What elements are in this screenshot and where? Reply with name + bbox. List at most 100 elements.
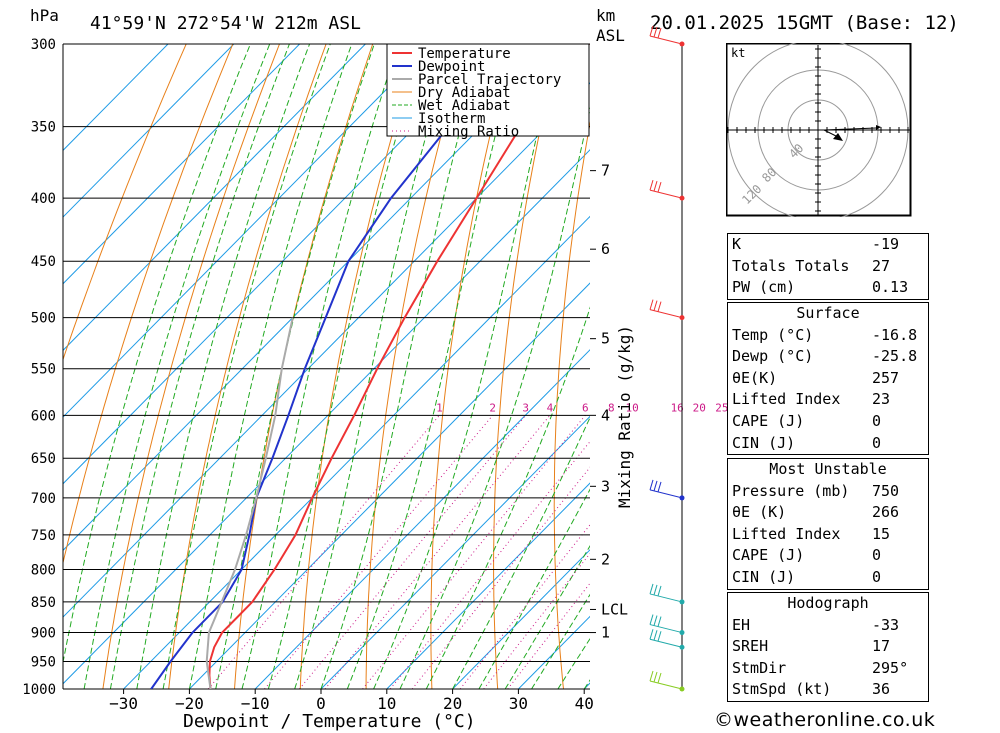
km-tick-label: 5 (601, 330, 610, 348)
mixing-ratio-label: 16 (671, 401, 684, 414)
footer-credit[interactable]: ©weatheronline.co.uk (714, 709, 936, 731)
hodograph-end-marker (876, 125, 881, 130)
mixing-ratio-label: 2 (489, 401, 496, 414)
wind-barb-shaft (649, 489, 683, 499)
pressure-tick-label: 550 (31, 362, 56, 378)
most-unstable-panel: Most Unstable Pressure (mb) 750 θE (K) 266… (727, 458, 929, 590)
wind-barb-flag (653, 180, 658, 192)
wind-barb-shaft (649, 680, 683, 690)
wind-barb-shaft (649, 624, 683, 634)
pressure-tick-label: 600 (31, 408, 56, 424)
pressure-tick-label: 650 (31, 451, 56, 467)
isotherm-line (63, 44, 235, 218)
isotherm-line (63, 44, 366, 352)
dry-adiabat-line (168, 44, 327, 689)
pressure-tick-label: 850 (31, 595, 56, 611)
dry-adiabat-line (670, 44, 699, 689)
km-tick-label: 4 (601, 406, 610, 424)
mixing-ratio-label: 20 (693, 401, 706, 414)
series-dewpoint (150, 44, 518, 689)
wind-barb-flag (649, 25, 654, 37)
wind-barb-flag (653, 630, 658, 641)
legend-label-wet-adiabat: Wet Adiabat (418, 98, 511, 114)
wind-barb-flag (657, 27, 662, 39)
isotherm-line (63, 44, 432, 418)
mixing-ratio-line (459, 524, 590, 689)
wet-adiabat-line (346, 44, 520, 689)
mixing-ratio-label: 3 (522, 401, 529, 414)
surface-panel: Surface Temp (°C) -16.8 Dewp (°C) -25.8 θE… (727, 302, 929, 456)
wind-barb-flag (649, 299, 654, 310)
surface-row: CIN (J) 0 (732, 433, 882, 452)
index-row-totals: Totals Totals 27 (732, 256, 891, 275)
isobar-lines (62, 43, 590, 690)
mixing-ratio-label: 8 (608, 401, 615, 414)
isotherm-line (63, 44, 169, 152)
pressure-tick-label: 900 (31, 626, 56, 642)
mixing-ratio-label: 1 (436, 401, 443, 414)
isotherm-line (63, 44, 300, 285)
wind-barb-flag (653, 615, 658, 626)
km-tick-label: 3 (601, 477, 610, 495)
hodograph-stats-title: Hodograph (787, 594, 869, 612)
surface-row: Temp (°C) -16.8 (732, 325, 918, 344)
isotherm-line (63, 44, 564, 552)
asl-label: ASL (596, 26, 625, 45)
pressure-tick-label: 700 (31, 491, 56, 507)
x-tick-label: −10 (241, 694, 270, 713)
dry-adiabat-line (63, 44, 187, 362)
wind-barb-shaft (649, 593, 683, 603)
legend-label-dewpoint: Dewpoint (418, 59, 485, 75)
surface-row: CAPE (J) 0 (732, 411, 882, 430)
wet-adiabat-line (109, 44, 290, 689)
wind-barb-flag (657, 585, 662, 597)
wind-barb-flag (653, 26, 658, 38)
surface-row: Lifted Index 23 (732, 390, 891, 409)
storm-motion-marker (833, 133, 843, 141)
dry-adiabat-line (979, 44, 1000, 689)
km-tick-label: 7 (601, 162, 610, 180)
series-parcel-trajectory (205, 317, 294, 689)
legend-label-temperature: Temperature (418, 46, 511, 62)
wind-barb-flag (649, 670, 654, 682)
mixing-ratio-label: 4 (547, 401, 554, 414)
wind-barb-flag (657, 181, 662, 193)
x-tick-label: 0 (316, 694, 326, 713)
km-tick-label: 6 (601, 240, 610, 258)
wind-barb-shaft (649, 35, 683, 45)
series-lines (150, 44, 590, 689)
wet-adiabat-line (504, 545, 590, 689)
km-tick-label: LCL (601, 600, 628, 618)
isotherm-line (254, 349, 590, 689)
hodograph-stats-panel: Hodograph EH -33 SREH 17 StmDir 295° StmSpd… (727, 592, 929, 702)
wind-barb-shaft (649, 309, 683, 319)
mixing-ratio-label: 6 (582, 401, 589, 414)
legend: Temperature Dewpoint Parcel Trajectory D… (386, 43, 590, 140)
km-label: km (596, 6, 615, 25)
isotherm-line (63, 44, 498, 485)
x-tick-label: −20 (175, 694, 204, 713)
wet-adiabat-line (267, 44, 425, 689)
hodograph-stats-row: EH -33 (732, 615, 900, 634)
pressure-tick-label: 350 (31, 120, 56, 136)
x-tick-label: −30 (109, 694, 138, 713)
index-row-k: K -19 (732, 235, 900, 253)
surface-row: θE(K) 257 (732, 368, 900, 387)
km-tick-label: 2 (601, 550, 610, 568)
x-axis-title: Dewpoint / Temperature (°C) (183, 711, 476, 732)
wind-barb-flag (653, 671, 658, 683)
most-unstable-row: Pressure (mb) 750 (732, 481, 900, 500)
x-tick-label: 10 (377, 694, 396, 713)
hodograph-ticks (727, 48, 909, 212)
wind-barb-flag (657, 481, 662, 493)
km-tick-label: 1 (601, 624, 610, 642)
wind-barb-flag (653, 480, 658, 492)
pressure-tick-label: 400 (31, 191, 56, 207)
wind-barb-flag (649, 629, 654, 640)
wet-adiabat-line (83, 44, 271, 689)
legend-label-parcel: Parcel Trajectory (418, 72, 561, 88)
pressure-tick-label: 950 (31, 655, 56, 671)
dry-adiabat-line (931, 44, 1000, 689)
mixing-ratio-axis-title: Mixing Ratio (g/kg) (615, 325, 634, 508)
